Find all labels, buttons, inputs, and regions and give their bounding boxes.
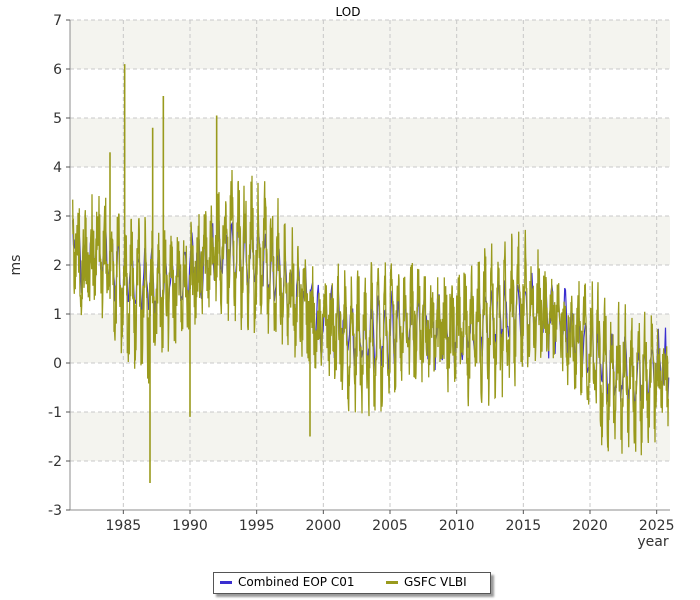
plot-band [70, 118, 670, 167]
y-tick-label: -1 [48, 405, 62, 421]
legend-swatch-combined [220, 580, 232, 584]
x-tick-label: 1990 [172, 518, 208, 534]
y-tick-label: 1 [53, 307, 62, 323]
y-tick-label: 6 [53, 62, 62, 78]
x-tick-label: 2005 [372, 518, 408, 534]
x-tick-label: 2020 [572, 518, 608, 534]
x-tick-label: 2010 [439, 518, 475, 534]
plot-band [70, 167, 670, 216]
chart-title: LOD [336, 5, 361, 19]
series-line-gsfc-vlbi [72, 169, 669, 456]
plot-band [70, 461, 670, 510]
legend: Combined EOP C01 GSFC VLBI [213, 572, 491, 594]
legend-label-gsfc: GSFC VLBI [404, 575, 467, 589]
y-tick-label: 0 [53, 356, 62, 372]
x-tick-label: 1995 [239, 518, 275, 534]
tick-labels: -3 -2 -1 0 1 2 3 4 5 6 7 1985 1990 1995 2000 2005 2010 20… [48, 13, 674, 534]
y-tick-label: 4 [53, 160, 62, 176]
series-area [72, 64, 670, 484]
x-tick-label: 2025 [639, 518, 675, 534]
x-tick-label: 2015 [506, 518, 542, 534]
plot-band [70, 69, 670, 118]
x-tick-label: 2000 [306, 518, 342, 534]
legend-label-combined: Combined EOP C01 [238, 575, 355, 589]
y-tick-label: 5 [53, 111, 62, 127]
plot-band [70, 412, 670, 461]
plot-band [70, 363, 670, 412]
y-tick-label: 7 [53, 13, 62, 29]
y-tick-label: -2 [48, 454, 62, 470]
y-tick-label: 2 [53, 258, 62, 274]
plot-band [70, 20, 670, 69]
y-tick-label: 3 [53, 209, 62, 225]
x-axis-label: year [637, 534, 668, 550]
y-axis-label: ms [8, 255, 24, 276]
legend-item-combined: Combined EOP C01 [220, 575, 355, 589]
legend-item-gsfc: GSFC VLBI [386, 575, 467, 589]
legend-swatch-gsfc [386, 580, 398, 584]
y-tick-label: -3 [48, 503, 62, 519]
x-tick-label: 1985 [106, 518, 142, 534]
